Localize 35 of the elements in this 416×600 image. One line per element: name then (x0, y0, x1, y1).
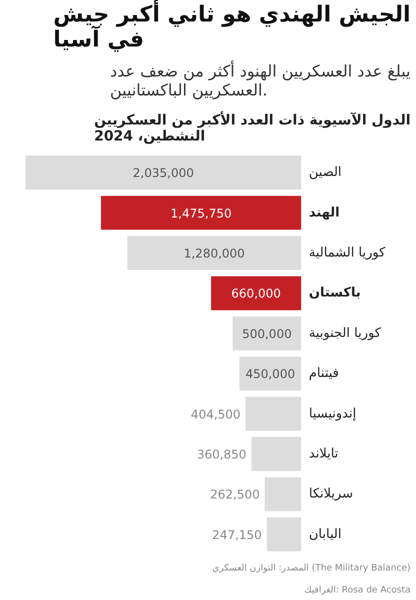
y-tick-label: إندونيسيا (308, 406, 356, 422)
y-tick-label: تايلاند (308, 446, 339, 462)
data-label: 247,150 (212, 528, 262, 542)
bar (25, 156, 302, 190)
y-tick-label: الصين (308, 165, 342, 180)
y-tick-label: فيتنام (308, 366, 339, 382)
bar (127, 236, 302, 270)
bar (251, 437, 302, 471)
data-label: 360,850 (196, 448, 246, 462)
bar (264, 477, 302, 512)
data-label: 660,000 (231, 286, 281, 301)
bar (100, 196, 302, 230)
bar (239, 356, 302, 391)
y-tick-label: سريلانكا (308, 486, 354, 502)
text: المصدر: التوازن العسكري (The Military Balance) (212, 564, 411, 574)
data-label: 1,475,750 (170, 206, 232, 220)
y-tick-label: كوريا الشمالية (308, 246, 386, 261)
data-label: 404,500 (190, 407, 241, 422)
data-label: 1,280,000 (184, 246, 245, 261)
text: الغرافيك: Rosa de Acosta (304, 586, 411, 596)
data-label: 2,035,000 (132, 166, 194, 180)
bar (232, 316, 302, 350)
y-tick-label: الهند (308, 205, 340, 220)
chart-subtitle: يبلغ عدد العسكريين الهنود أكثر من ضعف عدد العسكريين الباكستانيين. (110, 60, 411, 100)
data-label: 500,000 (242, 326, 292, 341)
bar (211, 276, 302, 310)
y-tick-label: باكستان (308, 286, 361, 301)
data-label: 450,000 (245, 367, 296, 382)
data-label: 262,500 (210, 488, 260, 502)
bar (246, 396, 302, 431)
text: الدول الآسيوية ذات العدد الأكبر من العسكريين النشطين، 2024 (94, 110, 411, 144)
y-tick-label: كوريا الجنوبية (308, 326, 382, 341)
chart-title: الجيش الهندي هو ثاني أكبر جيش في آسيا (53, 0, 411, 52)
bar (266, 517, 302, 552)
y-tick-label: اليابان (308, 526, 342, 542)
